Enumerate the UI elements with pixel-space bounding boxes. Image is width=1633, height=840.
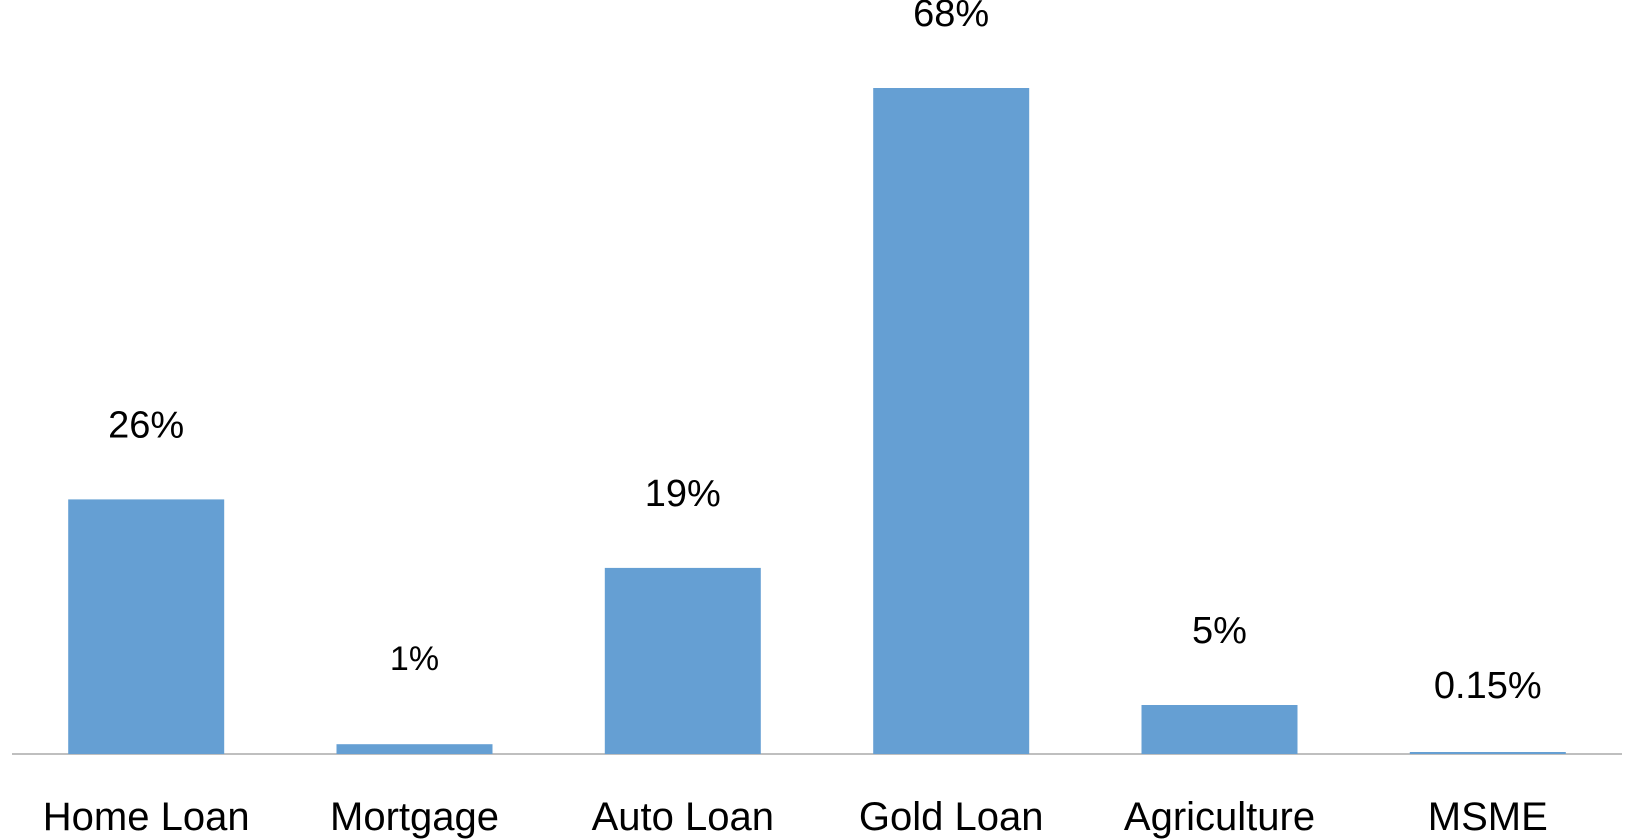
data-label-auto-loan: 19% <box>645 473 721 515</box>
data-labels-group: 26% 1% 19% 68% 5% 0.15% <box>108 0 1542 707</box>
x-tick-label-home-loan: Home Loan <box>43 795 250 839</box>
x-tick-label-agriculture: Agriculture <box>1124 795 1315 839</box>
bar-msme <box>1409 752 1566 754</box>
bar-home-loan <box>68 499 225 754</box>
x-tick-labels-group: Home Loan Mortgage Auto Loan Gold Loan Agric… <box>43 795 1548 839</box>
data-label-mortgage: 1% <box>390 640 439 678</box>
x-tick-label-mortgage: Mortgage <box>330 795 499 839</box>
x-tick-label-msme: MSME <box>1428 795 1548 839</box>
bar-auto-loan <box>604 567 761 754</box>
bar-mortgage <box>336 744 493 754</box>
x-tick-label-auto-loan: Auto Loan <box>592 795 774 839</box>
x-tick-label-gold-loan: Gold Loan <box>859 795 1044 839</box>
bars-group <box>68 88 1566 754</box>
data-label-agriculture: 5% <box>1192 610 1247 652</box>
data-label-gold-loan: 68% <box>913 0 989 35</box>
data-label-msme: 0.15% <box>1434 665 1542 707</box>
data-label-home-loan: 26% <box>108 404 184 446</box>
bar-agriculture <box>1141 705 1298 754</box>
bar-gold-loan <box>873 88 1030 754</box>
